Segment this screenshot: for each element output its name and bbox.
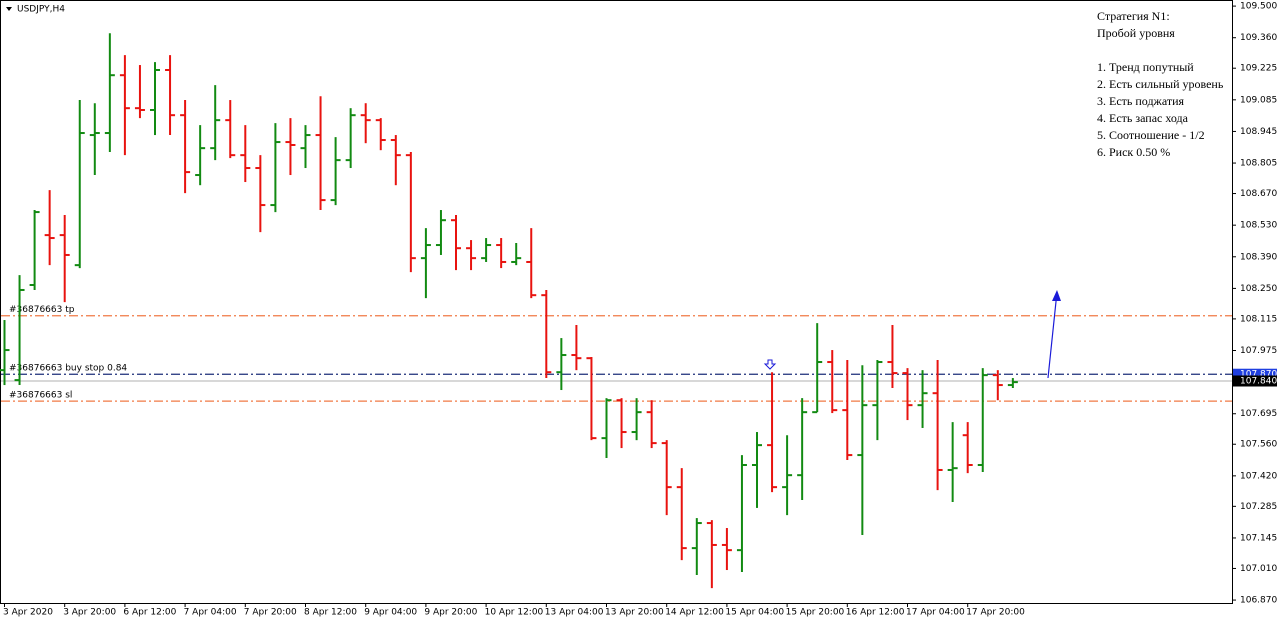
y-tick-label: 108.250 — [1240, 284, 1277, 294]
y-tick-label: 109.085 — [1240, 95, 1277, 105]
annotation-line: 3. Есть поджатия — [1097, 94, 1185, 108]
price-tag — [1233, 368, 1277, 380]
level-label: #36876663 sl — [9, 391, 72, 401]
y-tick-label: 108.670 — [1240, 189, 1277, 199]
y-tick-label: 108.805 — [1240, 159, 1277, 169]
y-tick-label: 107.695 — [1240, 409, 1277, 419]
x-tick-label: 8 Apr 12:00 — [304, 608, 357, 618]
y-tick-label: 108.390 — [1240, 252, 1277, 262]
annotation-line: 6. Риск 0.50 % — [1097, 145, 1170, 159]
y-tick-label: 109.225 — [1240, 64, 1277, 74]
arrow-head — [1052, 290, 1061, 301]
x-tick-label: 9 Apr 20:00 — [424, 608, 477, 618]
x-tick-label: 15 Apr 20:00 — [786, 608, 845, 618]
y-tick-label: 108.530 — [1240, 221, 1277, 231]
x-tick-label: 3 Apr 2020 — [3, 608, 53, 618]
y-tick-label: 107.010 — [1240, 564, 1277, 574]
y-tick-label: 107.420 — [1240, 471, 1277, 481]
level-label: #36876663 tp — [9, 305, 75, 315]
x-tick-label: 16 Apr 12:00 — [846, 608, 905, 618]
annotation-line: 4. Есть запас хода — [1097, 111, 1189, 125]
menu-triangle — [6, 7, 12, 11]
level-label: #36876663 buy stop 0.84 — [9, 364, 127, 374]
chart-title: USDJPY,H4 — [17, 5, 65, 15]
plot-frame — [0, 0, 1233, 604]
annotation-line: Стратегия N1: — [1097, 9, 1170, 23]
x-tick-label: 10 Apr 12:00 — [485, 608, 544, 618]
y-tick-label: 109.500 — [1240, 2, 1277, 12]
x-tick-label: 15 Apr 04:00 — [725, 608, 784, 618]
x-tick-label: 13 Apr 04:00 — [545, 608, 604, 618]
y-tick-label: 108.115 — [1240, 314, 1277, 324]
entry-arrow — [763, 359, 777, 370]
annotation-line: 2. Есть сильный уровень — [1097, 77, 1224, 91]
x-tick-label: 14 Apr 12:00 — [665, 608, 724, 618]
price-tag-label: 107.840 — [1240, 376, 1277, 386]
x-tick-label: 6 Apr 12:00 — [123, 608, 176, 618]
y-tick-label: 107.560 — [1240, 440, 1277, 450]
x-tick-label: 17 Apr 04:00 — [906, 608, 965, 618]
x-tick-label: 7 Apr 20:00 — [244, 608, 297, 618]
price-tag-label: 107.870 — [1240, 370, 1277, 380]
y-tick-label: 107.145 — [1240, 533, 1277, 543]
y-tick-label: 106.870 — [1240, 596, 1277, 606]
x-tick-label: 7 Apr 04:00 — [184, 608, 237, 618]
y-tick-label: 107.975 — [1240, 346, 1277, 356]
x-tick-label: 3 Apr 20:00 — [63, 608, 116, 618]
y-tick-label: 109.360 — [1240, 33, 1277, 43]
annotation-line: 5. Соотношение - 1/2 — [1097, 128, 1205, 142]
annotation-line: 1. Тренд попутный — [1097, 60, 1194, 74]
x-tick-label: 17 Apr 20:00 — [966, 608, 1025, 618]
annotation-line: Пробой уровня — [1097, 26, 1175, 40]
arrow-line — [1047, 291, 1058, 379]
y-tick-label: 108.945 — [1240, 127, 1277, 137]
y-tick-label: 107.285 — [1240, 502, 1277, 512]
x-tick-label: 9 Apr 04:00 — [364, 608, 417, 618]
x-tick-label: 13 Apr 20:00 — [605, 608, 664, 618]
price-tag — [1233, 375, 1277, 387]
